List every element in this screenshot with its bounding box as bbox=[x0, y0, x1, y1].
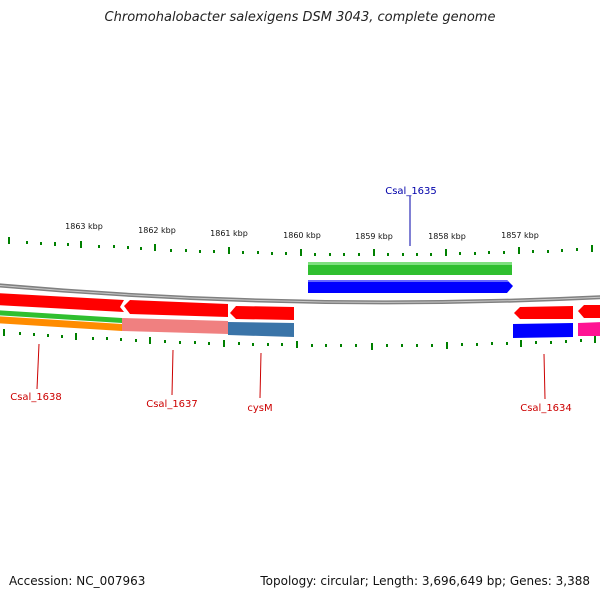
forward-strand-features bbox=[308, 262, 513, 293]
scale-label: 1862 kbp bbox=[138, 226, 176, 235]
gene-feature-orange[interactable] bbox=[0, 316, 122, 331]
scale-label: 1859 kbp bbox=[355, 232, 393, 241]
outer-tick-marks bbox=[8, 237, 593, 256]
gene-labels: Csal_1635 Csal_1638 Csal_1637 cysM Csal_… bbox=[10, 186, 572, 414]
scale-label: 1861 kbp bbox=[210, 229, 248, 238]
genome-title: Chromohalobacter salexigens DSM 3043, co… bbox=[104, 10, 496, 25]
scale-label: 1860 kbp bbox=[283, 231, 321, 240]
gene-label-csal-1638[interactable]: Csal_1638 bbox=[10, 392, 62, 403]
gene-label-csal-1634[interactable]: Csal_1634 bbox=[520, 403, 572, 414]
gene-feature-red[interactable] bbox=[124, 300, 228, 317]
scale-labels: 1863 kbp 1862 kbp 1861 kbp 1860 kbp 1859… bbox=[65, 222, 539, 241]
genome-summary-text: Topology: circular; Length: 3,696,649 bp… bbox=[260, 574, 590, 588]
gene-feature-red[interactable] bbox=[0, 293, 124, 312]
scale-label: 1858 kbp bbox=[428, 232, 466, 241]
gene-label-csal-1635[interactable]: Csal_1635 bbox=[385, 186, 437, 197]
gene-feature-pink[interactable] bbox=[122, 318, 228, 334]
label-leaders bbox=[36, 196, 546, 400]
gene-feature-red[interactable] bbox=[578, 305, 600, 318]
gene-feature-red[interactable] bbox=[514, 306, 573, 319]
inner-tick-marks bbox=[3, 329, 596, 350]
scale-label: 1857 kbp bbox=[501, 231, 539, 240]
reverse-strand-features bbox=[0, 293, 600, 338]
gene-feature-green[interactable] bbox=[0, 310, 122, 323]
scale-label: 1863 kbp bbox=[65, 222, 103, 231]
accession-text: Accession: NC_007963 bbox=[9, 574, 146, 588]
gene-feature-green[interactable] bbox=[308, 262, 512, 275]
gene-feature-blue[interactable] bbox=[308, 280, 513, 293]
gene-feature-steelblue[interactable] bbox=[228, 322, 294, 337]
gene-label-cysm[interactable]: cysM bbox=[247, 403, 272, 414]
gene-feature-magenta[interactable] bbox=[578, 322, 600, 336]
gene-feature-blue[interactable] bbox=[513, 323, 573, 338]
gene-feature-red[interactable] bbox=[230, 306, 294, 320]
gene-label-csal-1637[interactable]: Csal_1637 bbox=[146, 399, 198, 410]
